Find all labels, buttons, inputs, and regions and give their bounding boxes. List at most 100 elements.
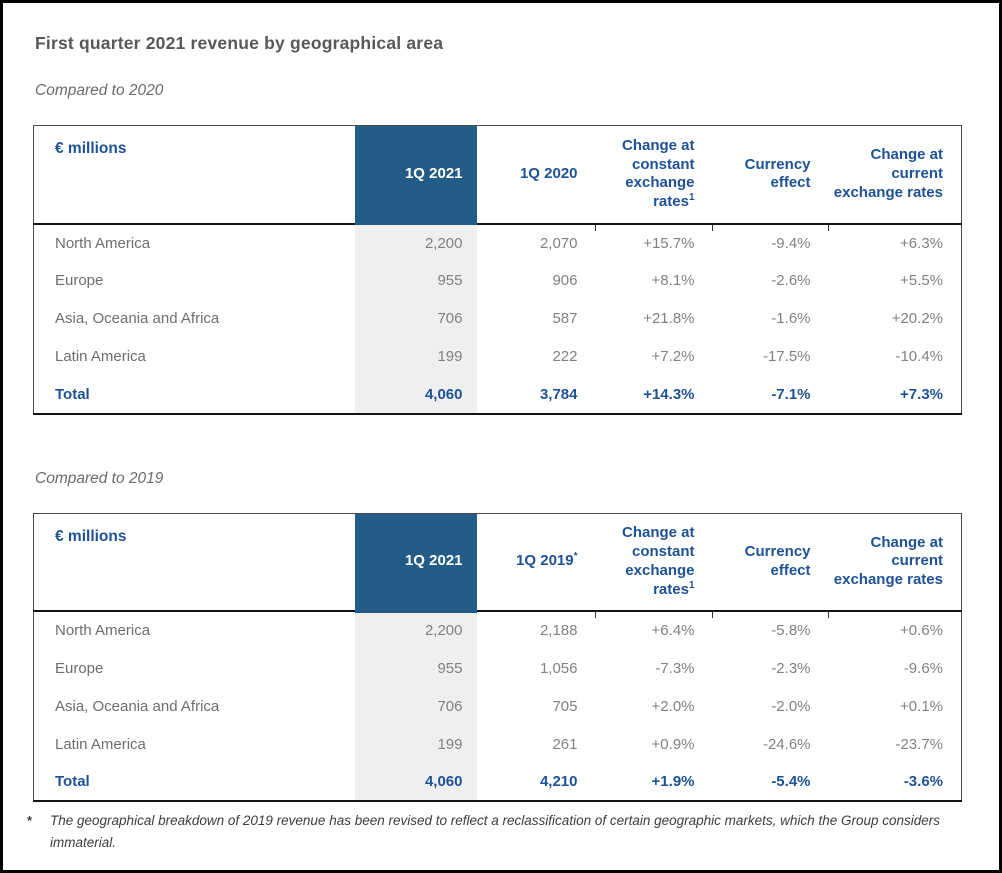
column-header-constant-fx: Change at constant exchange rates1	[594, 513, 713, 618]
value-1q2021: 2,200	[354, 611, 477, 649]
column-header-1q2021: 1Q 2021	[354, 125, 477, 225]
value-1q2021: 955	[354, 261, 477, 300]
footnote: * The geographical breakdown of 2019 rev…	[27, 810, 973, 853]
total-label: Total	[55, 773, 90, 790]
change-constant-fx: +0.9%	[651, 735, 695, 753]
column-header-constant-fx: Change at constant exchange rates1	[594, 125, 713, 230]
footnote-ref-1: 1	[688, 192, 695, 203]
total-currency-effect: -7.1%	[771, 385, 811, 403]
column-header-currency-effect: Currency effect	[711, 513, 829, 618]
region-label: Asia, Oceania and Africa	[55, 697, 220, 715]
change-current-fx: -9.6%	[903, 659, 943, 677]
region-label: Europe	[55, 659, 104, 677]
table-row: North America 2,200 2,188 +6.4% -5.8% +0…	[34, 611, 962, 649]
table-row: Asia, Oceania and Africa 706 587 +21.8% …	[34, 299, 962, 338]
revenue-table-vs-2019: € millions 1Q 2021 1Q 2019* Change at co…	[33, 512, 962, 802]
region-label: Europe	[55, 272, 104, 289]
column-header-1q2019: 1Q 2019*	[476, 513, 596, 612]
region-label: North America	[55, 234, 151, 252]
total-change-constant-fx: +14.3%	[643, 385, 695, 403]
header-row: € millions 1Q 2021 1Q 2019* Change at co…	[33, 513, 962, 618]
value-1q2021: 199	[354, 725, 477, 763]
change-current-fx: +20.2%	[891, 310, 943, 327]
change-current-fx: -23.7%	[895, 735, 943, 753]
total-change-constant-fx: +1.9%	[651, 773, 695, 790]
total-1q2019: 4,210	[539, 773, 578, 790]
revenue-table-vs-2020: € millions 1Q 2021 1Q 2020 Change at con…	[33, 125, 962, 415]
currency-effect: -2.6%	[771, 272, 811, 289]
footnote-marker: *	[27, 813, 33, 828]
currency-effect: -5.8%	[771, 622, 811, 639]
value-1q2019: 2,188	[539, 622, 578, 639]
change-current-fx: -10.4%	[895, 348, 943, 365]
subtitle-compared-to-2019: Compared to 2019	[35, 469, 164, 487]
value-1q2019: 261	[552, 735, 578, 753]
table-row: Latin America 199 261 +0.9% -24.6% -23.7…	[34, 725, 962, 763]
total-1q2020: 3,784	[539, 385, 578, 403]
change-constant-fx: +7.2%	[651, 348, 695, 365]
total-row: Total 4,060 4,210 +1.9% -5.4% -3.6%	[34, 763, 962, 801]
currency-effect: -2.3%	[771, 659, 811, 677]
total-1q2021: 4,060	[354, 375, 477, 414]
change-current-fx: +6.3%	[900, 234, 943, 252]
change-constant-fx: +21.8%	[643, 310, 695, 327]
value-1q2020: 587	[552, 310, 578, 327]
table-row: Europe 955 906 +8.1% -2.6% +5.5%	[34, 261, 962, 300]
value-1q2020: 222	[552, 348, 578, 365]
column-header-1q2019-label: 1Q 2019	[516, 552, 574, 570]
change-constant-fx: +2.0%	[651, 697, 695, 715]
footnote-ref-1: 1	[688, 579, 695, 591]
footnote-ref-asterisk: *	[573, 551, 578, 563]
column-header-constant-fx-label: Change at constant exchange rates	[621, 524, 695, 598]
change-current-fx: +0.6%	[900, 622, 943, 639]
change-constant-fx: +15.7%	[643, 234, 695, 252]
value-1q2019: 705	[552, 697, 578, 715]
total-change-current-fx: -3.6%	[903, 773, 943, 790]
change-constant-fx: +8.1%	[651, 272, 695, 289]
column-header-1q2021: 1Q 2021	[354, 513, 477, 613]
footnote-text: The geographical breakdown of 2019 reven…	[50, 813, 941, 850]
total-change-current-fx: +7.3%	[900, 385, 943, 403]
unit-label: € millions	[33, 513, 355, 612]
unit-label: € millions	[33, 125, 355, 225]
change-current-fx: +5.5%	[900, 272, 943, 289]
table-row: Europe 955 1,056 -7.3% -2.3% -9.6%	[34, 649, 962, 687]
total-label: Total	[55, 385, 90, 403]
currency-effect: -9.4%	[771, 234, 811, 252]
column-header-current-fx: Change at current exchange rates	[827, 513, 962, 618]
change-constant-fx: +6.4%	[651, 622, 695, 639]
value-1q2020: 906	[552, 272, 578, 289]
column-header-1q2020-label: 1Q 2020	[519, 164, 578, 182]
value-1q2020: 2,070	[539, 234, 578, 252]
header-row: € millions 1Q 2021 1Q 2020 Change at con…	[33, 125, 962, 230]
value-1q2021: 199	[354, 337, 477, 376]
change-current-fx: +0.1%	[900, 697, 943, 715]
column-header-1q2020: 1Q 2020	[476, 125, 596, 225]
column-header-current-fx: Change at current exchange rates	[827, 125, 962, 230]
value-1q2021: 955	[354, 649, 477, 687]
total-row: Total 4,060 3,784 +14.3% -7.1% +7.3%	[34, 375, 962, 414]
table-row: North America 2,200 2,070 +15.7% -9.4% +…	[34, 223, 962, 262]
column-header-currency-effect: Currency effect	[711, 125, 829, 230]
currency-effect: -24.6%	[762, 735, 811, 753]
change-constant-fx: -7.3%	[655, 659, 695, 677]
table-row: Latin America 199 222 +7.2% -17.5% -10.4…	[34, 337, 962, 376]
total-currency-effect: -5.4%	[771, 773, 811, 790]
table-row: Asia, Oceania and Africa 706 705 +2.0% -…	[34, 687, 962, 725]
value-1q2021: 706	[354, 687, 477, 725]
value-1q2021: 706	[354, 299, 477, 338]
column-header-constant-fx-label: Change at constant exchange rates	[621, 136, 695, 210]
region-label: Latin America	[55, 735, 146, 753]
total-1q2021: 4,060	[354, 763, 477, 801]
region-label: Asia, Oceania and Africa	[55, 310, 220, 327]
value-1q2021: 2,200	[354, 223, 477, 262]
subtitle-compared-to-2020: Compared to 2020	[35, 82, 164, 99]
region-label: North America	[55, 622, 151, 639]
currency-effect: -1.6%	[771, 310, 811, 327]
currency-effect: -2.0%	[771, 697, 811, 715]
currency-effect: -17.5%	[762, 348, 811, 365]
value-1q2019: 1,056	[539, 659, 578, 677]
region-label: Latin America	[55, 348, 146, 365]
page-title: First quarter 2021 revenue by geographic…	[35, 33, 444, 53]
